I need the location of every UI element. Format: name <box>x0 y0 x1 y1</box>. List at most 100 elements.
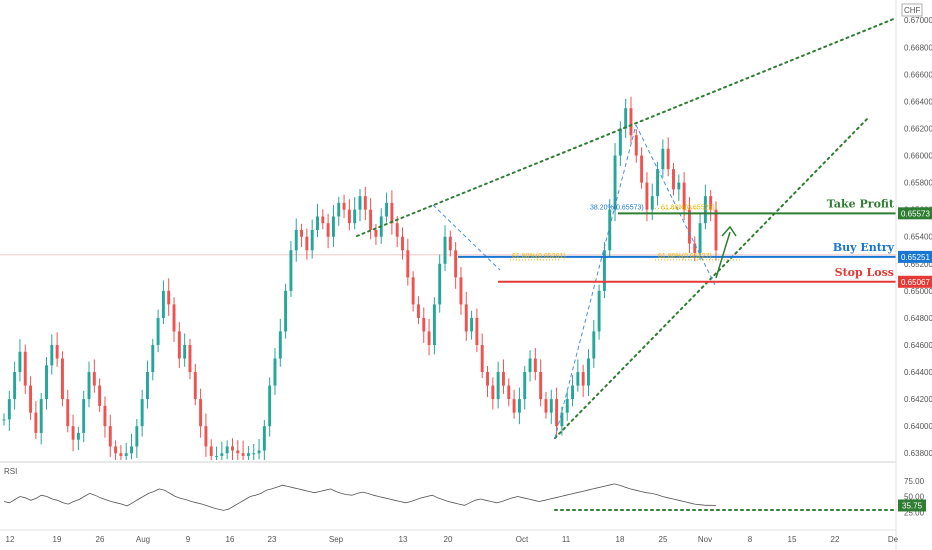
candle <box>167 278 171 316</box>
candle-body <box>2 419 6 421</box>
candle-body <box>672 169 675 190</box>
candle <box>634 129 638 163</box>
candle <box>486 365 489 398</box>
candle-body <box>193 372 197 400</box>
fib-label: 61.80%(0.65261) <box>512 253 566 260</box>
candle-body <box>539 372 543 400</box>
candle-body <box>608 209 612 251</box>
candle <box>587 349 590 396</box>
candle-body <box>390 202 394 224</box>
candle <box>549 389 553 425</box>
candle <box>76 426 80 451</box>
candle-body <box>124 453 128 456</box>
candle-body <box>92 372 96 386</box>
candle <box>363 186 367 221</box>
candle <box>491 377 495 410</box>
candle-body <box>634 135 638 156</box>
candle <box>517 387 521 425</box>
candle <box>411 271 415 312</box>
candle <box>177 322 181 368</box>
candle <box>331 204 335 248</box>
candle <box>305 228 309 260</box>
candle <box>672 162 675 196</box>
take-profit-price-tag <box>898 207 932 220</box>
time-tick-label: Oct <box>516 535 529 544</box>
candle <box>661 139 665 178</box>
candle <box>422 307 426 343</box>
candle-body <box>300 229 304 237</box>
candle-body <box>60 358 64 400</box>
candle <box>347 199 351 231</box>
candle <box>316 203 319 238</box>
price-tick-label: 0.65000 <box>904 287 932 296</box>
price-tick-label: 0.63800 <box>904 449 932 458</box>
candle-body <box>204 426 208 447</box>
time-tick-label: Aug <box>136 535 150 544</box>
candle-body <box>108 426 112 447</box>
candle <box>82 390 86 443</box>
candle-body <box>215 455 218 457</box>
candle <box>225 440 229 460</box>
candle <box>273 348 277 395</box>
time-tick-label: 15 <box>788 535 797 544</box>
candle-body <box>714 209 718 251</box>
candle-body <box>66 399 70 427</box>
candle-body <box>666 148 670 170</box>
candle <box>640 147 644 189</box>
price-tick-label: 0.64600 <box>904 341 932 350</box>
candle-body <box>23 351 27 386</box>
price-tick-label: 0.66800 <box>904 43 932 52</box>
candle <box>231 438 234 460</box>
candle <box>183 333 187 367</box>
candle <box>544 391 548 419</box>
candle-body <box>273 358 277 386</box>
candle <box>677 174 681 201</box>
candle <box>188 338 192 380</box>
price-tick-label: 0.66200 <box>904 124 932 133</box>
candle <box>215 446 218 460</box>
candle <box>23 344 27 394</box>
candle-body <box>470 317 474 332</box>
candle-body <box>613 155 617 210</box>
candle <box>523 365 527 410</box>
candle-body <box>268 385 272 427</box>
candle <box>475 308 479 353</box>
candle <box>294 218 298 262</box>
candle-body <box>209 446 213 456</box>
candle <box>300 223 304 248</box>
rsi-tick-label: 75.00 <box>904 477 925 486</box>
stop-loss-label: Stop Loss <box>835 266 894 279</box>
candle <box>140 389 144 437</box>
candle <box>528 350 532 382</box>
candle <box>156 309 160 353</box>
candle <box>268 377 272 437</box>
candle-body <box>225 446 229 454</box>
time-tick-label: Sep <box>329 535 344 544</box>
candle <box>34 401 38 440</box>
candle-body <box>528 358 532 373</box>
candle <box>114 440 118 460</box>
candle <box>204 413 208 457</box>
candle <box>624 98 628 138</box>
candle-body <box>549 399 553 413</box>
candle-body <box>262 426 266 451</box>
candle <box>533 348 537 381</box>
stop-loss-price-text: 0.65067 <box>901 278 930 287</box>
candle <box>193 363 197 406</box>
candle-body <box>177 331 181 359</box>
time-tick-label: 8 <box>748 535 753 544</box>
candle <box>199 388 203 438</box>
candle-body <box>172 304 176 332</box>
time-tick-label: 26 <box>96 535 105 544</box>
candle-body <box>432 304 436 345</box>
candle-body <box>592 331 596 359</box>
candle <box>87 361 91 408</box>
candle-body <box>55 344 59 359</box>
candle-body <box>703 196 707 224</box>
candle <box>124 442 128 460</box>
price-tick-label: 0.66600 <box>904 70 932 79</box>
candle-body <box>183 344 187 359</box>
candles <box>2 96 718 460</box>
